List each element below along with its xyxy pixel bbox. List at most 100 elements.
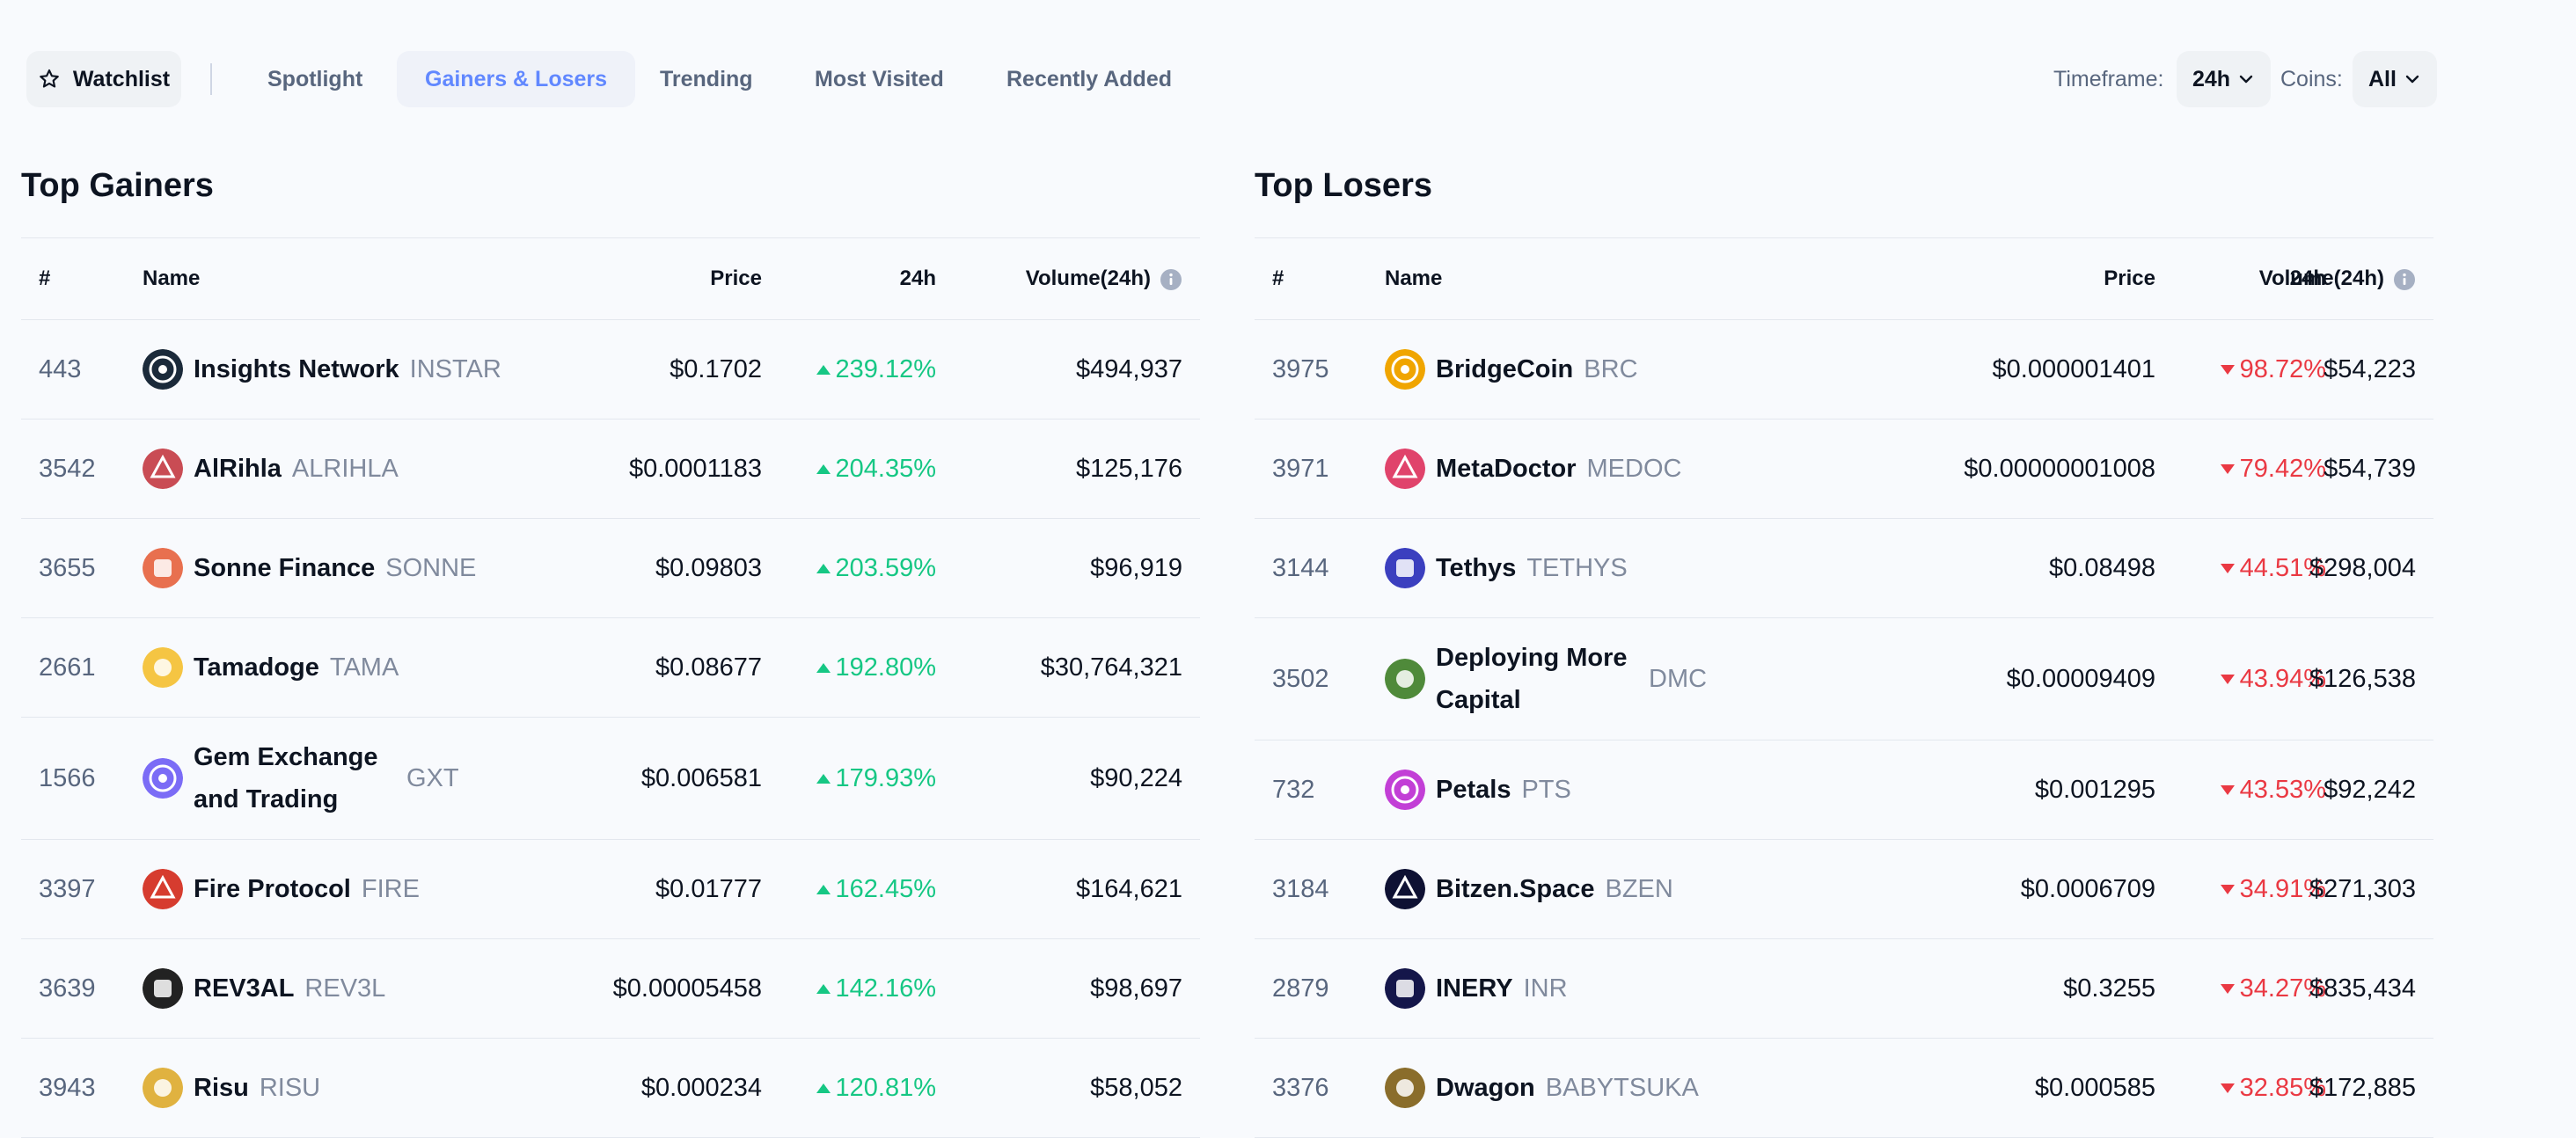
coin-name-cell[interactable]: Bitzen.Space BZEN — [1385, 840, 1673, 938]
table-row[interactable]: 3184 Bitzen.Space BZEN $0.0006709 34.91% $271… — [1255, 840, 2433, 939]
table-row[interactable]: 3376 Dwagon BABYTSUKA $0.000585 32.85% $172,8… — [1255, 1039, 2433, 1138]
chevron-down-icon — [2239, 75, 2253, 84]
change-value: 120.81% — [835, 1073, 937, 1102]
change-24h: 34.27% — [2170, 939, 2326, 1038]
coin-name-cell[interactable]: REV3AL REV3L — [143, 939, 385, 1038]
coin-name-cell[interactable]: Petals PTS — [1385, 740, 1571, 839]
coin-volume: $298,004 — [2309, 553, 2416, 582]
timeframe-value: 24h — [2192, 66, 2231, 91]
coin-name-cell[interactable]: INERY INR — [1385, 939, 1568, 1038]
row-rank: 3376 — [1272, 1073, 1329, 1102]
table-row[interactable]: 1566 Gem Exchange and Trading GXT $0.006581… — [21, 718, 1200, 840]
table-row[interactable]: 3655 Sonne Finance SONNE $0.09803 203.59% $96… — [21, 519, 1200, 618]
table-row[interactable]: 3144 Tethys TETHYS $0.08498 44.51% $298,004 — [1255, 519, 2433, 618]
coin-name: BridgeCoin — [1436, 355, 1574, 383]
table-row[interactable]: 3975 BridgeCoin BRC $0.000001401 98.72% $54,2… — [1255, 320, 2433, 419]
change-24h: 98.72% — [2170, 320, 2326, 419]
watchlist-button[interactable]: Watchlist — [26, 51, 181, 107]
tab-gainers-losers[interactable]: Gainers & Losers — [397, 51, 636, 107]
table-row[interactable]: 3397 Fire Protocol FIRE $0.01777 162.45% $164… — [21, 840, 1200, 939]
row-rank: 3184 — [1272, 874, 1329, 903]
column-rank[interactable]: # — [39, 266, 51, 290]
coin-name-cell[interactable]: Fire Protocol FIRE — [143, 840, 420, 938]
change-value: 32.85% — [2239, 1073, 2326, 1102]
coins-select[interactable]: All — [2353, 51, 2437, 107]
caret-up-icon — [816, 773, 831, 784]
timeframe-select[interactable]: 24h — [2177, 51, 2272, 107]
tab-recently-added[interactable]: Recently Added — [1006, 67, 1173, 91]
caret-down-icon — [2220, 983, 2235, 994]
coin-name-cell[interactable]: Tamadoge TAMA — [143, 618, 399, 717]
table-row[interactable]: 3542 AlRihla ALRIHLA $0.0001183 204.35% $125,… — [21, 419, 1200, 519]
coin-name-cell[interactable]: Deploying More Capital DMC — [1385, 618, 1707, 740]
column-name[interactable]: Name — [143, 266, 201, 290]
tab-most-visited[interactable]: Most Visited — [815, 67, 944, 91]
chevron-down-icon — [2405, 75, 2419, 84]
table-header: # Name Price 24h Volume(24h) — [1255, 237, 2433, 320]
coin-price: $0.08498 — [2049, 553, 2155, 582]
risu-logo-icon — [143, 1068, 183, 1108]
coin-name: Petals — [1436, 776, 1511, 804]
coin-name: Sonne Finance — [194, 554, 376, 582]
column-price[interactable]: Price — [2104, 266, 2155, 290]
column-24h[interactable]: 24h — [899, 266, 936, 290]
coin-price: $0.000001401 — [1992, 354, 2155, 383]
change-24h: 179.93% — [778, 718, 936, 839]
coin-name-cell[interactable]: Risu RISU — [143, 1039, 320, 1137]
change-value: 203.59% — [835, 553, 937, 582]
tab-trending[interactable]: Trending — [660, 67, 753, 91]
insights-network-logo-icon — [143, 349, 183, 390]
coin-price: $0.0006709 — [2020, 874, 2155, 903]
coin-name-cell[interactable]: Sonne Finance SONNE — [143, 519, 476, 617]
sonne-finance-logo-icon — [143, 548, 183, 588]
coin-name-cell[interactable]: MetaDoctor MEDOC — [1385, 419, 1681, 518]
column-volume[interactable]: Volume(24h) — [2259, 238, 2416, 319]
info-icon[interactable] — [1160, 268, 1182, 291]
tab-spotlight[interactable]: Spotlight — [267, 67, 363, 91]
row-rank: 3397 — [39, 874, 96, 903]
row-rank: 443 — [39, 354, 82, 383]
coin-volume: $54,739 — [2324, 454, 2416, 483]
column-price[interactable]: Price — [710, 266, 762, 290]
coin-name-cell[interactable]: Tethys TETHYS — [1385, 519, 1628, 617]
coin-name: Deploying More Capital — [1436, 644, 1628, 714]
table-row[interactable]: 3639 REV3AL REV3L $0.00005458 142.16% $98,697 — [21, 939, 1200, 1039]
coin-price: $0.08677 — [655, 653, 762, 682]
info-icon[interactable] — [2393, 268, 2416, 291]
change-value: 98.72% — [2239, 354, 2326, 383]
coins-value: All — [2368, 66, 2397, 91]
coin-name: REV3AL — [194, 974, 295, 1003]
column-name[interactable]: Name — [1385, 266, 1443, 290]
coin-symbol: SONNE — [385, 553, 477, 582]
table-row[interactable]: 3502 Deploying More Capital DMC $0.00009409… — [1255, 618, 2433, 740]
coin-name-cell[interactable]: BridgeCoin BRC — [1385, 320, 1638, 419]
table-row[interactable]: 3971 MetaDoctor MEDOC $0.00000001008 79.42% $… — [1255, 419, 2433, 519]
change-value: 43.94% — [2239, 664, 2326, 693]
coin-name-cell[interactable]: Gem Exchange and Trading GXT — [143, 718, 459, 839]
rev3al-logo-icon — [143, 968, 183, 1009]
table-row[interactable]: 3943 Risu RISU $0.000234 120.81% $58,052 — [21, 1039, 1200, 1138]
coin-name-cell[interactable]: Insights Network INSTAR — [143, 320, 501, 419]
coin-volume: $30,764,321 — [1040, 653, 1182, 682]
row-rank: 1566 — [39, 763, 96, 792]
column-rank[interactable]: # — [1272, 266, 1284, 290]
coin-symbol: PTS — [1521, 775, 1571, 804]
table-row[interactable]: 2661 Tamadoge TAMA $0.08677 192.80% $30,764,3… — [21, 618, 1200, 718]
change-value: 239.12% — [835, 354, 937, 383]
coin-volume: $172,885 — [2309, 1073, 2416, 1102]
table-row[interactable]: 2879 INERY INR $0.3255 34.27% $835,434 — [1255, 939, 2433, 1039]
top-gainers-title: Top Gainers — [21, 167, 214, 204]
coin-name-cell[interactable]: AlRihla ALRIHLA — [143, 419, 399, 518]
coin-volume: $835,434 — [2309, 974, 2416, 1003]
change-value: 79.42% — [2239, 454, 2326, 483]
metadoctor-logo-icon — [1385, 449, 1425, 489]
coin-price: $0.0001183 — [628, 454, 762, 483]
coin-name-cell[interactable]: Dwagon BABYTSUKA — [1385, 1039, 1699, 1137]
table-row[interactable]: 443 Insights Network INSTAR $0.1702 239.12% $… — [21, 320, 1200, 419]
row-rank: 2879 — [1272, 974, 1329, 1003]
column-24h[interactable]: 24h — [2289, 266, 2326, 290]
table-row[interactable]: 732 Petals PTS $0.001295 43.53% $92,242 — [1255, 740, 2433, 840]
column-volume[interactable]: Volume(24h) — [954, 238, 1182, 319]
change-value: 44.51% — [2239, 553, 2326, 582]
coin-symbol: INR — [1523, 974, 1568, 1003]
